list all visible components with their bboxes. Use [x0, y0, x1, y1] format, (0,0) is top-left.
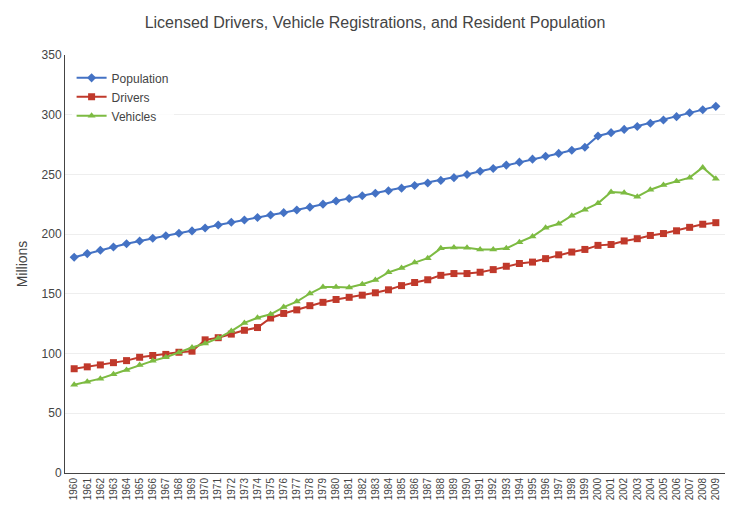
- svg-text:1966: 1966: [147, 478, 158, 501]
- svg-text:1969: 1969: [186, 478, 197, 501]
- svg-text:2000: 2000: [592, 478, 603, 501]
- svg-text:1979: 1979: [317, 478, 328, 501]
- svg-text:1960: 1960: [68, 478, 79, 501]
- svg-text:1976: 1976: [278, 478, 289, 501]
- svg-text:1970: 1970: [199, 478, 210, 501]
- svg-text:2008: 2008: [697, 478, 708, 501]
- svg-text:1983: 1983: [370, 478, 381, 501]
- svg-text:1985: 1985: [396, 478, 407, 501]
- svg-text:Vehicles: Vehicles: [112, 110, 157, 124]
- svg-text:1987: 1987: [422, 478, 433, 501]
- svg-text:1975: 1975: [265, 478, 276, 501]
- svg-text:1999: 1999: [579, 478, 590, 501]
- svg-text:2006: 2006: [671, 478, 682, 501]
- svg-text:2003: 2003: [632, 478, 643, 501]
- svg-text:1973: 1973: [239, 478, 250, 501]
- svg-text:0: 0: [55, 466, 62, 480]
- svg-text:1965: 1965: [134, 478, 145, 501]
- svg-text:1972: 1972: [226, 478, 237, 501]
- svg-text:1984: 1984: [383, 478, 394, 501]
- svg-text:1989: 1989: [448, 478, 459, 501]
- svg-text:1964: 1964: [121, 478, 132, 501]
- svg-text:1996: 1996: [540, 478, 551, 501]
- svg-text:1962: 1962: [95, 478, 106, 501]
- svg-text:1990: 1990: [461, 478, 472, 501]
- svg-text:Population: Population: [112, 72, 169, 86]
- svg-text:2007: 2007: [684, 478, 695, 501]
- svg-text:1982: 1982: [357, 478, 368, 501]
- svg-text:300: 300: [42, 108, 62, 122]
- svg-text:1994: 1994: [514, 478, 525, 501]
- svg-text:2009: 2009: [710, 478, 721, 501]
- svg-text:150: 150: [42, 287, 62, 301]
- svg-text:1974: 1974: [252, 478, 263, 501]
- svg-text:1995: 1995: [527, 478, 538, 501]
- svg-text:250: 250: [42, 168, 62, 182]
- svg-text:1991: 1991: [474, 478, 485, 501]
- svg-text:2004: 2004: [645, 478, 656, 501]
- svg-text:1961: 1961: [82, 478, 93, 501]
- svg-text:1993: 1993: [501, 478, 512, 501]
- svg-text:1986: 1986: [409, 478, 420, 501]
- svg-text:100: 100: [42, 347, 62, 361]
- svg-text:2001: 2001: [605, 478, 616, 501]
- svg-text:2002: 2002: [618, 478, 629, 501]
- svg-text:1981: 1981: [343, 478, 354, 501]
- svg-text:50: 50: [48, 406, 62, 420]
- svg-text:Millions: Millions: [14, 241, 30, 288]
- svg-text:1992: 1992: [487, 478, 498, 501]
- svg-text:1967: 1967: [160, 478, 171, 501]
- svg-text:1968: 1968: [173, 478, 184, 501]
- svg-text:200: 200: [42, 227, 62, 241]
- svg-text:1963: 1963: [108, 478, 119, 501]
- svg-text:2005: 2005: [658, 478, 669, 501]
- svg-text:1971: 1971: [212, 478, 223, 501]
- svg-text:1980: 1980: [330, 478, 341, 501]
- svg-text:Drivers: Drivers: [112, 91, 150, 105]
- svg-text:1997: 1997: [553, 478, 564, 501]
- svg-text:1977: 1977: [291, 478, 302, 501]
- svg-text:1978: 1978: [304, 478, 315, 501]
- svg-text:Licensed Drivers, Vehicle Regi: Licensed Drivers, Vehicle Registrations,…: [145, 14, 606, 31]
- svg-text:1988: 1988: [435, 478, 446, 501]
- svg-text:350: 350: [42, 48, 62, 62]
- svg-text:1998: 1998: [566, 478, 577, 501]
